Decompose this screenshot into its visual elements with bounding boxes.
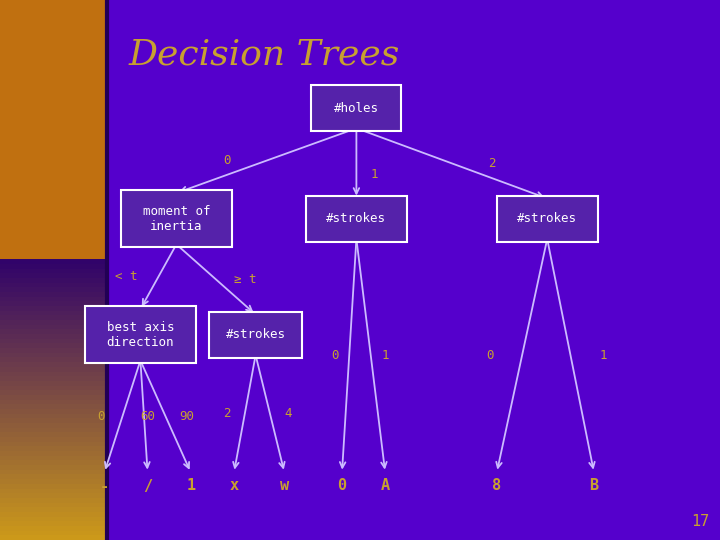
Bar [0, 404, 107, 409]
Bar [0, 264, 107, 268]
FancyBboxPatch shape [0, 0, 107, 259]
Bar [0, 357, 107, 362]
Text: 0: 0 [97, 410, 104, 423]
Text: #strokes: #strokes [326, 212, 387, 225]
FancyBboxPatch shape [311, 85, 402, 131]
Bar [0, 512, 107, 517]
Bar [0, 521, 107, 526]
FancyBboxPatch shape [209, 312, 302, 357]
Text: 0: 0 [331, 349, 338, 362]
Bar [0, 320, 107, 325]
Text: x: x [230, 478, 238, 494]
Text: #strokes: #strokes [517, 212, 577, 225]
Text: 60: 60 [140, 410, 155, 423]
Bar [0, 498, 107, 503]
Bar [0, 503, 107, 507]
Bar [0, 465, 107, 470]
Text: 90: 90 [180, 410, 194, 423]
Text: ≥ t: ≥ t [233, 273, 256, 286]
Bar [0, 348, 107, 353]
Bar [0, 386, 107, 390]
Text: 0: 0 [223, 154, 230, 167]
Bar [0, 381, 107, 386]
Bar [0, 306, 107, 310]
Bar [0, 479, 107, 484]
FancyBboxPatch shape [85, 306, 196, 363]
Text: 1: 1 [382, 349, 389, 362]
Bar [0, 531, 107, 535]
Text: < t: < t [114, 270, 138, 284]
Text: moment of
inertia: moment of inertia [143, 205, 210, 233]
Bar [0, 310, 107, 315]
Bar [0, 343, 107, 348]
Text: w: w [280, 478, 289, 494]
Bar [0, 339, 107, 343]
Bar [0, 400, 107, 404]
Bar [0, 329, 107, 334]
Bar [0, 437, 107, 442]
Bar [0, 325, 107, 329]
Text: 8: 8 [492, 478, 501, 494]
Bar [0, 390, 107, 395]
Bar [0, 296, 107, 301]
Bar [0, 526, 107, 531]
Bar [0, 433, 107, 437]
Text: #holes: #holes [334, 102, 379, 114]
Bar [0, 268, 107, 273]
Text: B: B [590, 478, 598, 494]
Bar [0, 353, 107, 357]
Bar [0, 428, 107, 433]
Text: 4: 4 [284, 407, 292, 420]
Text: 1: 1 [186, 478, 195, 494]
Bar [0, 376, 107, 381]
Text: Decision Trees: Decision Trees [128, 38, 400, 72]
Bar [0, 334, 107, 339]
Text: 0: 0 [338, 478, 346, 494]
Bar [0, 475, 107, 479]
Bar [0, 423, 107, 428]
Text: 17: 17 [691, 514, 709, 529]
Bar [0, 273, 107, 278]
Text: 1: 1 [599, 349, 607, 362]
Bar [0, 517, 107, 521]
FancyBboxPatch shape [306, 195, 407, 241]
Text: 2: 2 [223, 407, 230, 420]
FancyBboxPatch shape [497, 195, 598, 241]
Bar [0, 362, 107, 367]
Bar [0, 372, 107, 376]
Bar [0, 292, 107, 296]
Bar [0, 409, 107, 414]
Bar [0, 456, 107, 461]
Text: 2: 2 [487, 157, 495, 170]
Text: 1: 1 [371, 167, 378, 181]
Text: #strokes: #strokes [225, 328, 286, 341]
Bar [0, 259, 107, 264]
Bar [0, 442, 107, 447]
Bar [0, 278, 107, 282]
Bar [0, 367, 107, 372]
Bar [0, 282, 107, 287]
Bar [0, 451, 107, 456]
Text: /: / [143, 478, 152, 494]
Text: 0: 0 [486, 349, 493, 362]
Text: A: A [381, 478, 390, 494]
Bar [0, 395, 107, 400]
Bar [0, 535, 107, 540]
Bar [0, 461, 107, 465]
Bar [0, 470, 107, 475]
Bar [0, 414, 107, 418]
Bar [0, 315, 107, 320]
Bar [0, 489, 107, 493]
Bar [0, 287, 107, 292]
Bar [0, 418, 107, 423]
FancyBboxPatch shape [121, 191, 232, 247]
Bar [0, 493, 107, 498]
Text: best axis
direction: best axis direction [107, 321, 174, 349]
Text: -: - [100, 478, 109, 494]
Bar [0, 507, 107, 512]
Bar [0, 484, 107, 489]
Bar [0, 447, 107, 451]
Bar [0, 301, 107, 306]
